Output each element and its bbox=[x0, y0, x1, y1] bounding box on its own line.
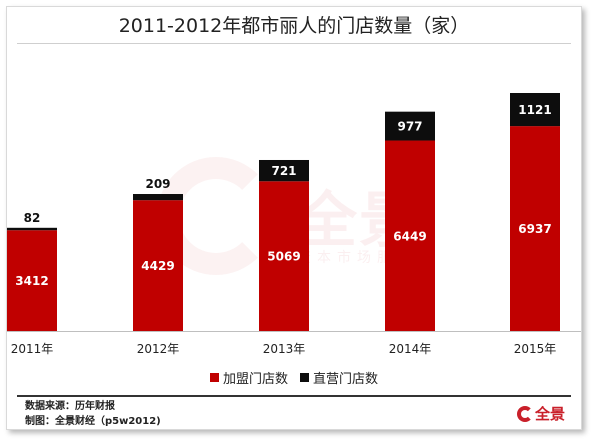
source-note: 数据来源：历年财报 制图：全景财经（p5w2012) bbox=[25, 399, 161, 429]
data-label-direct-2014: 977 bbox=[397, 120, 422, 134]
data-label-franchise-2015: 6937 bbox=[518, 222, 551, 236]
x-tick-label-2014: 2014年 bbox=[389, 342, 432, 356]
bar-franchise-2013 bbox=[259, 181, 309, 331]
bar-direct-2013 bbox=[259, 159, 309, 182]
x-tick-label-2013: 2013年 bbox=[263, 342, 306, 356]
data-label-franchise-2013: 5069 bbox=[267, 250, 300, 264]
title-divider bbox=[17, 43, 571, 44]
legend-swatch-direct bbox=[300, 373, 309, 382]
brand-logo-icon bbox=[517, 405, 533, 422]
bar-franchise-2014 bbox=[385, 140, 435, 331]
bar-direct-2011 bbox=[7, 227, 57, 231]
x-tick-label-2015: 2015年 bbox=[514, 342, 557, 356]
chart-legend: 加盟门店数 直营门店数 bbox=[7, 368, 581, 387]
data-label-direct-2011: 82 bbox=[24, 211, 41, 225]
bar-direct-2014 bbox=[385, 111, 435, 141]
data-label-franchise-2014: 6449 bbox=[393, 229, 426, 243]
brand-logo-text: 全景 bbox=[535, 405, 566, 423]
data-label-direct-2015: 1121 bbox=[518, 103, 551, 117]
chart-frame: 全景 资本市场服务 2011-2012年都市丽人的门店数量（家） 3412 82 2… bbox=[6, 6, 582, 430]
bar-chart: 3412 82 2011年 4429 209 2012年 5069 721 2013年 6449 9… bbox=[7, 93, 581, 356]
bar-direct-2012 bbox=[133, 194, 183, 201]
data-label-direct-2012: 209 bbox=[145, 177, 170, 191]
brand-logo: 全景 bbox=[517, 403, 565, 424]
bar-direct-2015 bbox=[510, 93, 560, 127]
x-tick-label-2011: 2011年 bbox=[11, 342, 54, 356]
legend-item-direct: 直营门店数 bbox=[300, 368, 378, 387]
bar-franchise-2011 bbox=[7, 230, 57, 331]
bar-franchise-2012 bbox=[133, 200, 183, 331]
credit-text: 制图：全景财经（p5w2012) bbox=[25, 416, 161, 427]
data-label-direct-2013: 721 bbox=[271, 164, 296, 178]
data-label-franchise-2011: 3412 bbox=[15, 274, 48, 288]
source-divider bbox=[17, 395, 571, 397]
x-tick-label-2012: 2012年 bbox=[137, 342, 180, 356]
data-label-franchise-2012: 4429 bbox=[141, 259, 174, 273]
chart-title: 2011-2012年都市丽人的门店数量（家） bbox=[118, 15, 470, 37]
legend-label-franchise: 加盟门店数 bbox=[222, 372, 288, 387]
data-source-text: 数据来源：历年财报 bbox=[25, 401, 115, 412]
legend-item-franchise: 加盟门店数 bbox=[209, 368, 288, 387]
bar-franchise-2015 bbox=[510, 126, 560, 331]
legend-label-direct: 直营门店数 bbox=[313, 372, 379, 387]
legend-swatch-franchise bbox=[209, 373, 219, 382]
